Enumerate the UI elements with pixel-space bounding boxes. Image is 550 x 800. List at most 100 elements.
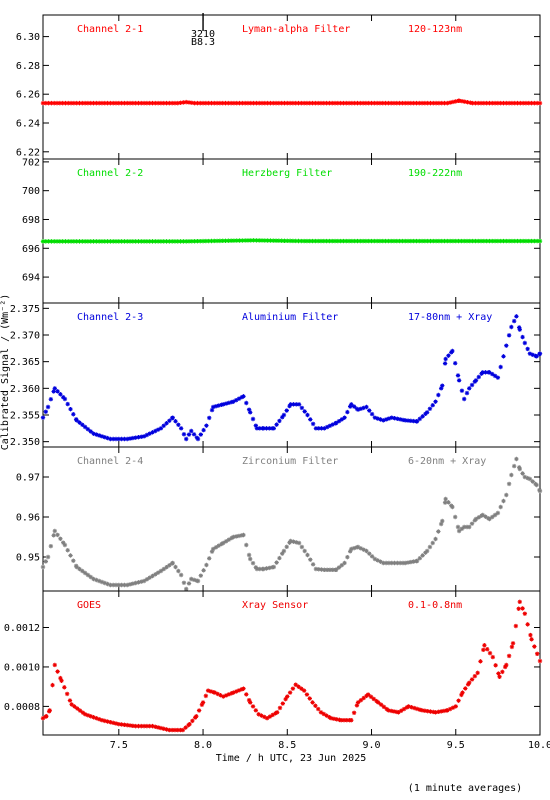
data-point xyxy=(50,682,55,688)
data-point xyxy=(492,100,498,106)
data-point xyxy=(450,99,456,105)
data-point xyxy=(310,238,315,244)
data-point xyxy=(150,430,155,435)
data-point xyxy=(125,100,130,106)
data-point xyxy=(274,560,279,565)
data-point xyxy=(439,100,444,106)
data-point xyxy=(504,662,509,668)
data-point xyxy=(310,100,315,106)
data-point xyxy=(341,238,346,244)
data-point xyxy=(522,340,528,346)
data-point xyxy=(520,238,526,244)
data-point xyxy=(427,406,433,411)
data-point xyxy=(374,100,380,106)
data-point xyxy=(378,559,383,564)
data-point xyxy=(450,504,455,510)
data-point xyxy=(254,426,260,431)
data-point xyxy=(62,542,68,548)
data-point xyxy=(459,526,465,531)
data-point xyxy=(281,412,287,418)
panel-label-left: Channel 2-1 xyxy=(77,24,143,35)
data-point xyxy=(518,100,523,106)
y-tick-label: 698 xyxy=(22,215,40,226)
data-point xyxy=(102,100,107,106)
data-point xyxy=(352,238,357,244)
data-point xyxy=(518,238,523,244)
y-tick-label: 2.375 xyxy=(10,304,40,315)
data-point xyxy=(333,420,339,426)
data-point xyxy=(514,314,519,319)
data-point xyxy=(158,100,164,106)
data-point xyxy=(386,560,392,566)
data-point xyxy=(397,100,402,106)
data-point xyxy=(139,239,144,244)
data-point xyxy=(99,718,105,723)
data-point xyxy=(178,239,183,244)
data-point xyxy=(378,702,384,707)
data-point xyxy=(417,416,423,422)
data-point xyxy=(261,566,266,572)
data-point xyxy=(176,568,181,574)
data-point xyxy=(428,100,433,106)
data-point xyxy=(63,239,68,244)
data-point xyxy=(167,100,172,106)
data-point xyxy=(155,239,161,244)
data-point xyxy=(411,238,416,244)
data-point xyxy=(512,238,517,244)
data-point xyxy=(327,567,333,572)
data-point xyxy=(464,524,470,530)
data-point xyxy=(433,536,438,542)
data-point xyxy=(85,100,91,106)
data-point xyxy=(40,100,46,106)
data-point xyxy=(439,238,444,244)
data-point xyxy=(173,564,178,570)
data-point xyxy=(400,417,406,423)
data-point xyxy=(360,100,366,106)
data-point xyxy=(305,412,310,418)
data-point xyxy=(231,100,237,106)
data-point xyxy=(231,238,237,243)
data-point xyxy=(186,100,192,105)
data-point xyxy=(172,100,178,106)
data-point xyxy=(355,238,360,244)
data-point xyxy=(461,524,467,530)
panel-label-mid: Xray Sensor xyxy=(242,600,308,611)
data-point xyxy=(80,568,85,574)
data-point xyxy=(169,727,175,733)
data-point xyxy=(175,100,180,106)
data-point xyxy=(127,582,133,587)
data-point xyxy=(85,427,91,432)
top-annotation-line-2: B8.3 xyxy=(191,37,215,48)
data-point xyxy=(302,548,307,554)
data-point xyxy=(279,238,284,243)
data-point xyxy=(480,512,485,518)
data-point xyxy=(141,239,147,244)
data-point xyxy=(184,436,189,442)
data-point xyxy=(133,435,138,440)
data-point xyxy=(299,405,305,411)
y-tick-label: 2.360 xyxy=(10,384,40,395)
data-point xyxy=(285,694,290,699)
data-point xyxy=(459,388,465,393)
data-point xyxy=(482,643,487,648)
data-point xyxy=(532,100,537,106)
data-point xyxy=(316,567,321,572)
data-point xyxy=(245,100,251,106)
data-point xyxy=(125,239,130,244)
data-point xyxy=(484,100,489,106)
data-point xyxy=(43,409,49,414)
data-point xyxy=(425,100,430,106)
data-point xyxy=(237,238,242,243)
data-point xyxy=(455,524,461,530)
data-point xyxy=(241,394,246,399)
data-point xyxy=(130,581,136,586)
data-point xyxy=(369,554,375,559)
data-point xyxy=(231,534,236,540)
data-point xyxy=(254,566,260,572)
data-point xyxy=(208,689,214,694)
data-point xyxy=(351,710,357,716)
data-point xyxy=(375,558,380,563)
data-point xyxy=(400,560,406,566)
x-axis-title: Time / h UTC, 23 Jun 2025 xyxy=(216,753,367,764)
data-point xyxy=(417,100,422,106)
